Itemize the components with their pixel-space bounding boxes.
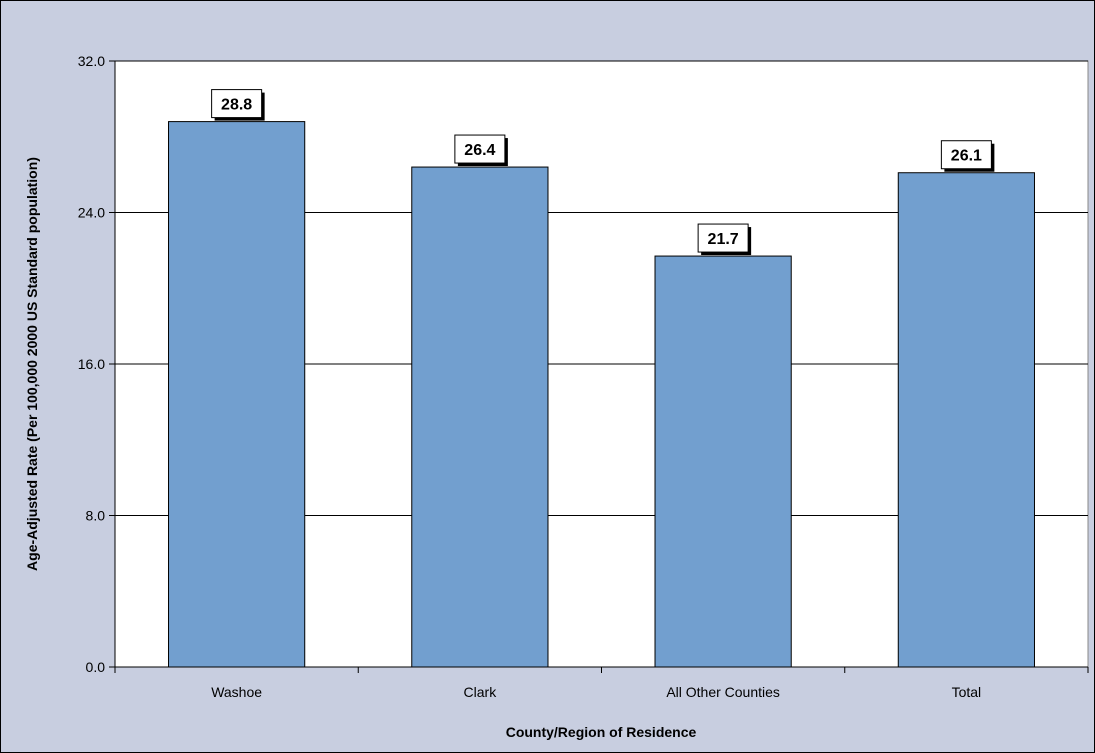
y-axis-title: Age-Adjusted Rate (Per 100,000 2000 US S…: [24, 157, 40, 571]
data-label: 26.4: [464, 142, 495, 159]
x-axis-title: County/Region of Residence: [506, 724, 697, 740]
data-label-box: [454, 134, 506, 164]
y-tick-label: 8.0: [86, 508, 106, 524]
axes: 0.0 8.0 16.0 24.0 32.0 Washoe Clark All Other C…: [78, 53, 1089, 700]
bar: [168, 121, 306, 668]
bar: [654, 255, 792, 668]
x-tick-label: Total: [952, 684, 982, 700]
data-label-box: [697, 223, 749, 253]
y-tick-label: 32.0: [78, 53, 105, 69]
y-tick-label: 0.0: [86, 659, 106, 675]
data-label: 21.7: [708, 231, 739, 248]
y-tick-label: 16.0: [78, 356, 105, 372]
y-tick-label: 24.0: [78, 205, 105, 221]
bar: [897, 172, 1035, 668]
x-tick-label: Clark: [464, 684, 498, 700]
data-label-box: [211, 89, 263, 119]
data-labels: 28.8 26.4 21.7 26.1: [211, 89, 995, 256]
x-tick-label: All Other Counties: [666, 684, 780, 700]
data-label: 26.1: [951, 148, 982, 165]
data-label-box: [940, 140, 992, 170]
x-tick-label: Washoe: [211, 684, 262, 700]
bars: [168, 121, 1035, 668]
data-label: 28.8: [221, 97, 252, 114]
bar: [411, 166, 549, 668]
